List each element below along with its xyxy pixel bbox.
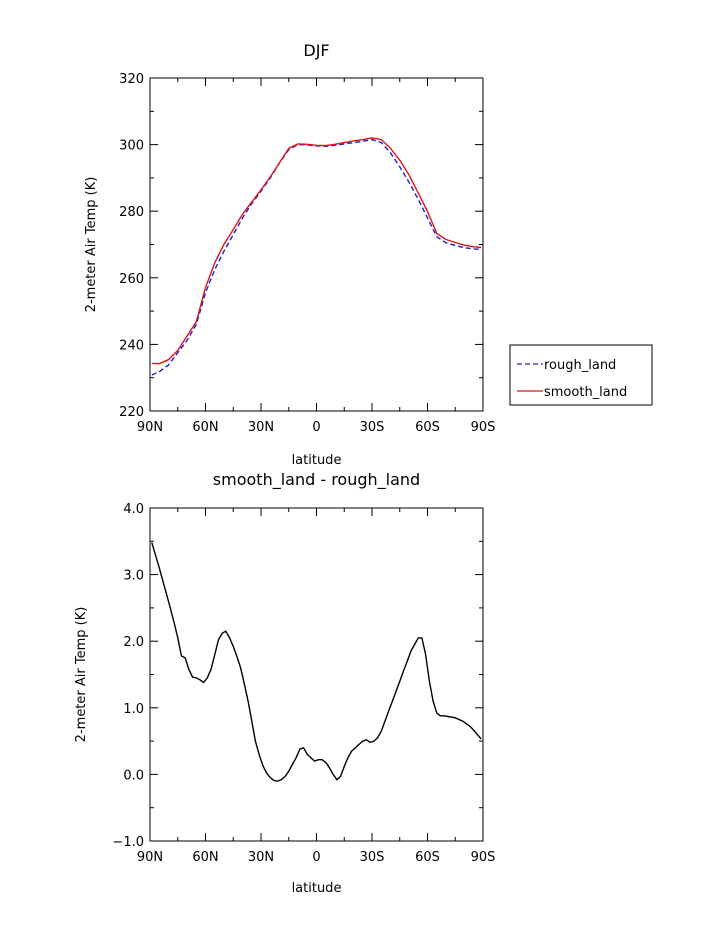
x-tick-label: 30S <box>360 420 385 435</box>
y-tick-label: 300 <box>119 139 144 154</box>
legend-label-rough-land: rough_land <box>544 358 616 373</box>
chart-title: DJF <box>303 41 329 60</box>
y-tick-label: 2.0 <box>123 635 144 650</box>
plot-frame <box>149 77 484 412</box>
x-tick-label: 90S <box>471 850 496 865</box>
x-axis-title: latitude <box>292 881 342 896</box>
y-tick-label: 280 <box>119 205 144 220</box>
x-tick-label: 60N <box>192 850 218 865</box>
y-tick-label: 260 <box>119 272 144 287</box>
x-tick-label: 30N <box>248 850 274 865</box>
y-axis-title: 2-meter Air Temp (K) <box>84 177 99 313</box>
y-tick-label: 240 <box>119 338 144 353</box>
x-tick-label: 60N <box>192 420 218 435</box>
legend: rough_land smooth_land <box>509 344 653 406</box>
y-tick-label: 320 <box>119 72 144 87</box>
x-tick-label: 90N <box>137 420 163 435</box>
y-tick-label: 220 <box>119 405 144 420</box>
legend-box <box>509 344 653 406</box>
x-tick-label: 30N <box>248 420 274 435</box>
temperature-chart: DJF latitude 2-meter Air Temp (K) 90N 60N… <box>84 41 653 468</box>
difference-chart: smooth_land - rough_land latitude 2-mete… <box>74 470 495 896</box>
y-tick-label: 0.0 <box>123 768 144 783</box>
series-line-difference-0 <box>151 542 482 782</box>
x-tick-label: 60S <box>415 850 440 865</box>
x-tick-label: 90S <box>471 420 496 435</box>
y-tick-label: 3.0 <box>123 569 144 584</box>
tick-marks <box>149 507 484 842</box>
chart-title: smooth_land - rough_land <box>213 470 420 490</box>
y-tick-label: −1.0 <box>112 835 144 850</box>
x-tick-label: 60S <box>415 420 440 435</box>
x-tick-label: 0 <box>312 420 320 435</box>
plot-frame <box>149 507 484 842</box>
series-lines <box>151 137 482 376</box>
series-line-rough-land <box>151 138 482 376</box>
y-tick-label: 1.0 <box>123 702 144 717</box>
legend-label-smooth-land: smooth_land <box>544 385 627 400</box>
series-lines <box>151 542 482 782</box>
y-tick-label: 4.0 <box>123 502 144 517</box>
x-tick-label: 30S <box>360 850 385 865</box>
x-tick-label: 0 <box>312 850 320 865</box>
tick-labels: 90N 60N 30N 0 30S 60S 90S −1.0 0.0 1.0 2.0 3.0 4.0 <box>112 502 495 865</box>
series-line-smooth-land <box>151 137 482 365</box>
tick-marks <box>149 77 484 412</box>
x-tick-label: 90N <box>137 850 163 865</box>
y-axis-title: 2-meter Air Temp (K) <box>74 607 89 743</box>
x-axis-title: latitude <box>292 453 342 468</box>
tick-labels: 90N 60N 30N 0 30S 60S 90S 220 240 260 280 300 320 <box>119 72 495 435</box>
